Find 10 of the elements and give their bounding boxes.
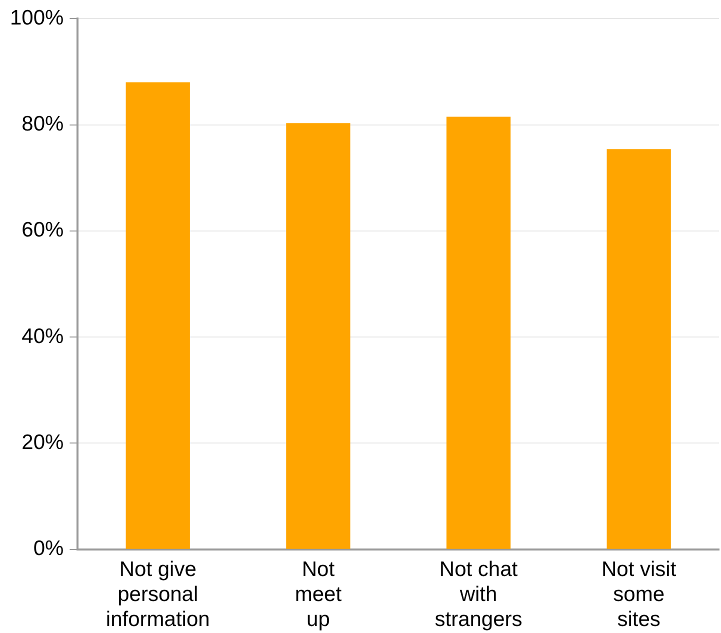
y-tick-label: 40% — [22, 324, 64, 348]
y-tick-label: 20% — [22, 431, 64, 454]
y-tick-label: 100% — [10, 6, 64, 30]
y-tick-label: 0% — [33, 537, 64, 560]
x-tick-label: Not visit some sites — [601, 558, 676, 632]
y-tick-label: 80% — [22, 112, 64, 136]
x-tick-label: Not chat with strangers — [434, 558, 522, 632]
y-tick-label: 60% — [22, 218, 64, 242]
x-tick-label: Not meet up — [294, 558, 342, 632]
x-tick-label: Not give personal information — [106, 558, 210, 632]
